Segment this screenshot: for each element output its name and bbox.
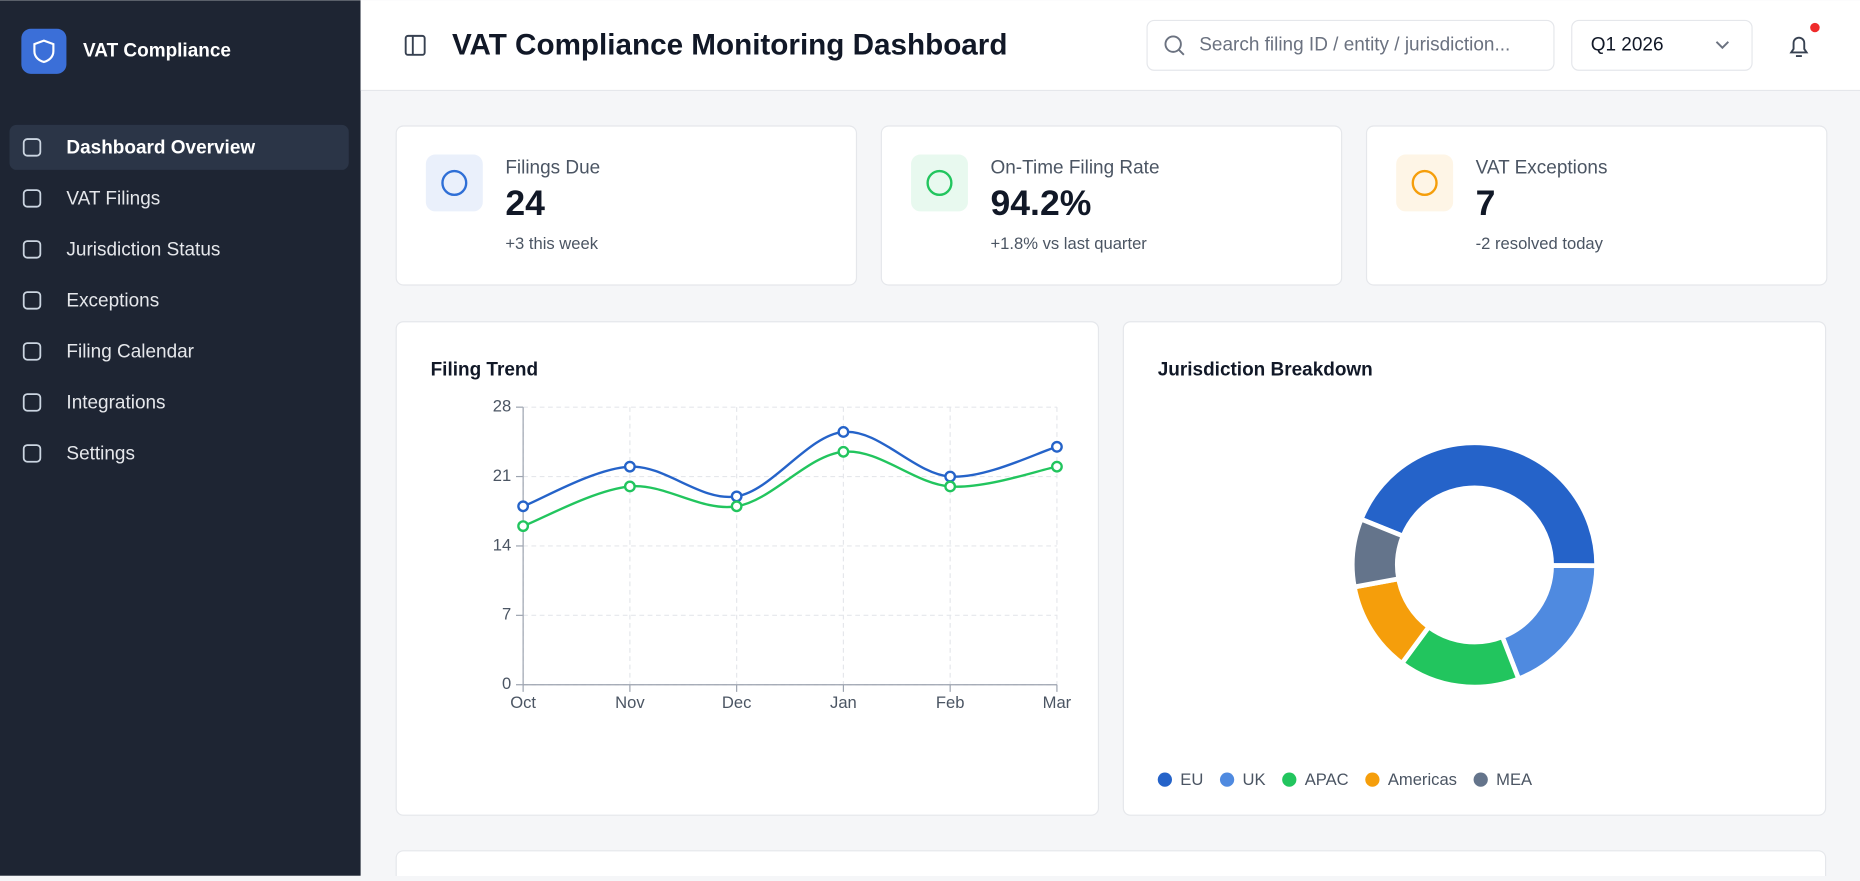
page-title: VAT Compliance Monitoring Dashboard bbox=[452, 28, 1008, 61]
nav-item[interactable]: Integrations bbox=[66, 393, 165, 414]
kpi-label: On-Time Filing Rate bbox=[990, 158, 1159, 179]
search-icon bbox=[1178, 49, 1185, 56]
notifications[interactable] bbox=[1789, 22, 1820, 57]
search-placeholder: Search filing ID / entity / jurisdiction… bbox=[1199, 34, 1510, 55]
search-box[interactable] bbox=[1146, 19, 1555, 71]
chart-title: Jurisdiction Breakdown bbox=[1158, 359, 1373, 380]
point bbox=[837, 426, 850, 438]
kpi-note: +1.8% vs last quarter bbox=[990, 234, 1147, 253]
legend-swatch bbox=[1282, 772, 1297, 787]
point bbox=[944, 480, 957, 493]
point bbox=[623, 480, 636, 493]
y-tick-label: 14 bbox=[493, 535, 511, 554]
kpi-icon bbox=[926, 169, 953, 197]
kpi-icon bbox=[1411, 169, 1438, 197]
kpi-icon-box bbox=[425, 154, 483, 212]
nav-icon bbox=[22, 291, 42, 310]
chevron bbox=[1715, 41, 1730, 50]
card bbox=[395, 850, 1827, 881]
legend-label: APAC bbox=[1305, 770, 1349, 789]
point bbox=[730, 490, 743, 503]
nav-icon bbox=[22, 342, 42, 361]
kpi-card bbox=[880, 125, 1343, 286]
nav-item[interactable]: Jurisdiction Status bbox=[66, 240, 220, 261]
x-tick-label: Oct bbox=[510, 693, 536, 712]
point bbox=[730, 500, 743, 513]
point bbox=[944, 470, 957, 483]
line-series bbox=[522, 450, 1058, 528]
shield-icon bbox=[33, 39, 55, 64]
nav-icon bbox=[22, 444, 42, 463]
card bbox=[395, 321, 1100, 816]
sidebar-toggle[interactable] bbox=[404, 34, 426, 56]
nav-icon bbox=[22, 138, 42, 157]
chart-title: Filing Trend bbox=[431, 359, 539, 380]
brand-logo bbox=[21, 28, 67, 74]
kpi-label: Filings Due bbox=[505, 158, 600, 179]
point bbox=[1050, 440, 1063, 453]
kpi-value: 7 bbox=[1476, 183, 1496, 223]
nav-item[interactable]: Exceptions bbox=[66, 291, 159, 312]
point bbox=[837, 445, 850, 458]
x-tick-label: Nov bbox=[615, 693, 645, 712]
y-tick-label: 7 bbox=[502, 605, 511, 624]
legend-label: Americas bbox=[1388, 770, 1457, 789]
kpi-icon-box bbox=[1396, 154, 1454, 212]
kpi-note: +3 this week bbox=[505, 234, 598, 253]
kpi-value: 94.2% bbox=[990, 183, 1091, 223]
kpi-row: Filings Due 24 +3 this week On-Time Filing … bbox=[395, 125, 1828, 286]
kpi-card bbox=[395, 125, 858, 286]
nav: Dashboard Overview VAT Filings Jurisdictio… bbox=[9, 124, 349, 465]
legend-swatch bbox=[1219, 772, 1235, 787]
point bbox=[517, 520, 530, 533]
kpi-icon bbox=[441, 169, 468, 197]
legend-swatch bbox=[1365, 772, 1380, 787]
nav-item[interactable]: Filing Calendar bbox=[66, 342, 194, 363]
card bbox=[1122, 321, 1827, 816]
legend-swatch bbox=[1157, 772, 1172, 787]
nav-item[interactable]: Settings bbox=[66, 444, 135, 465]
y-tick-label: 21 bbox=[493, 466, 511, 485]
brand-name: VAT Compliance bbox=[83, 40, 231, 61]
point bbox=[623, 460, 636, 473]
legend-label: UK bbox=[1243, 770, 1266, 789]
x-tick-label: Jan bbox=[830, 693, 857, 712]
period-select[interactable] bbox=[1571, 19, 1753, 71]
kpi-label: VAT Exceptions bbox=[1476, 158, 1608, 179]
nav-item[interactable]: Dashboard Overview bbox=[66, 138, 255, 159]
kpi-value: 24 bbox=[505, 183, 545, 223]
nav-icon bbox=[22, 393, 42, 412]
slice bbox=[1358, 440, 1600, 569]
point bbox=[517, 500, 530, 513]
legend-swatch bbox=[1473, 772, 1488, 787]
line-series bbox=[522, 430, 1058, 508]
nav-icon bbox=[22, 240, 42, 259]
x-tick-label: Mar bbox=[1043, 693, 1072, 712]
legend-label: EU bbox=[1180, 770, 1203, 789]
charts: Filing Trend 0 7 14 21 28 Oct Nov Dec Jan Feb Mar Ju… bbox=[431, 359, 1600, 789]
x-tick-label: Feb bbox=[936, 693, 965, 712]
legend-label: MEA bbox=[1496, 770, 1533, 789]
kpi-note: -2 resolved today bbox=[1476, 234, 1604, 253]
kpi-card bbox=[1365, 125, 1828, 286]
point bbox=[1050, 460, 1063, 473]
x-tick-label: Dec bbox=[722, 693, 752, 712]
period-value: Q1 2026 bbox=[1591, 34, 1664, 55]
y-tick-label: 28 bbox=[493, 397, 511, 416]
y-tick-label: 0 bbox=[502, 674, 511, 693]
search-icon bbox=[1164, 35, 1182, 53]
nav-icon bbox=[22, 189, 42, 208]
nav-active bbox=[9, 124, 349, 170]
nav-item[interactable]: VAT Filings bbox=[66, 189, 160, 210]
kpi-icon-box bbox=[911, 154, 968, 212]
slice bbox=[1349, 516, 1407, 590]
